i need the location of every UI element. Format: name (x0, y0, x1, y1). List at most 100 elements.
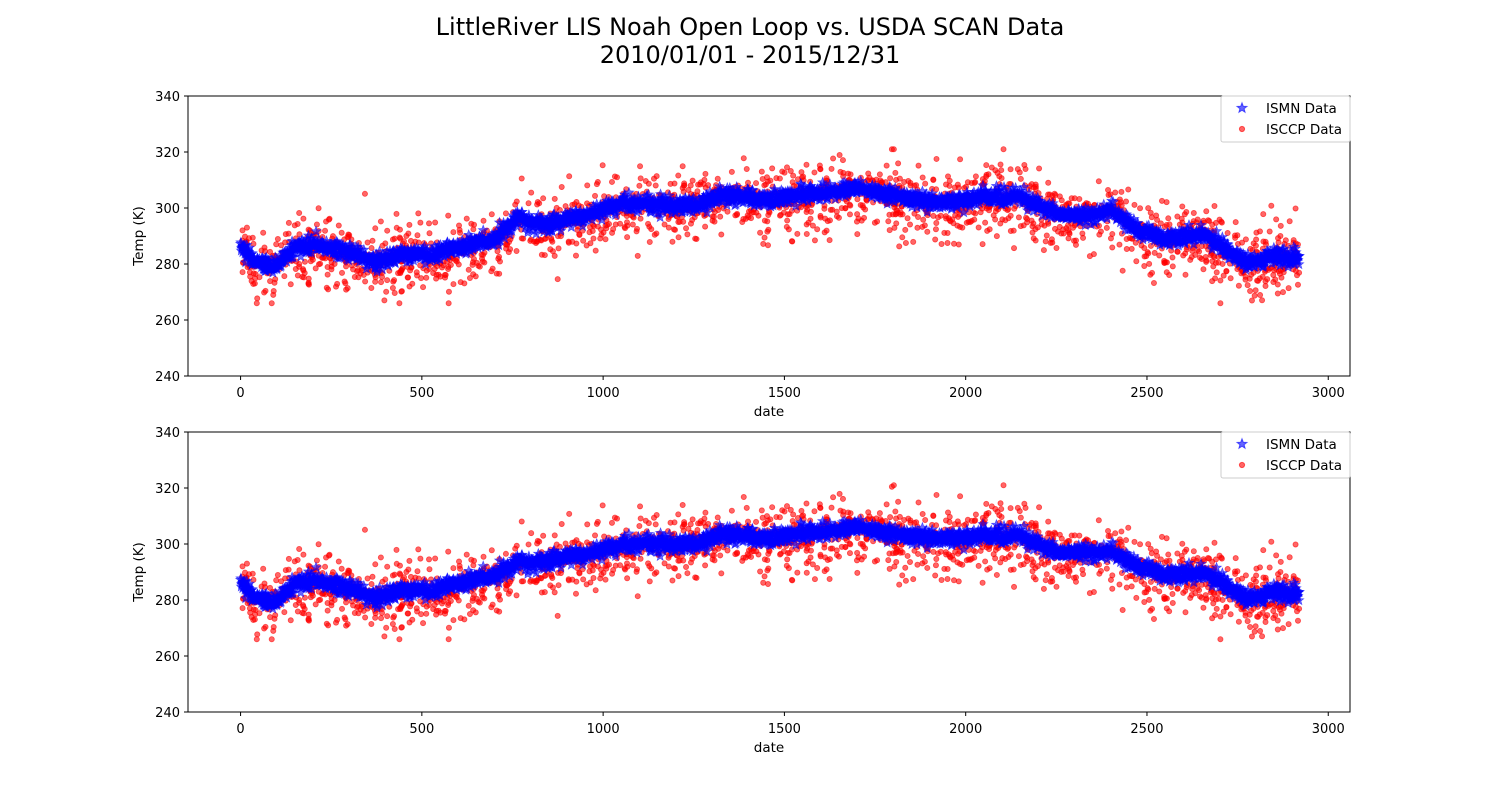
isccp-point (1179, 203, 1186, 210)
isccp-point (1212, 219, 1219, 226)
isccp-point (935, 214, 942, 221)
isccp-point (1263, 241, 1270, 248)
isccp-point (417, 262, 424, 269)
x-axis-label-top: date (754, 404, 784, 420)
isccp-point (1260, 211, 1267, 218)
isccp-point (328, 263, 335, 270)
isccp-point (335, 222, 342, 229)
isccp-point (381, 297, 388, 304)
isccp-point (1105, 191, 1112, 198)
isccp-point (611, 173, 618, 180)
isccp-point (689, 177, 696, 184)
isccp-point (278, 242, 285, 249)
isccp-point (445, 212, 452, 219)
isccp-point (417, 219, 424, 226)
isccp-point (623, 212, 630, 219)
isccp-point (463, 215, 470, 222)
isccp-point (1200, 266, 1207, 273)
x-tick-label: 2000 (949, 386, 982, 401)
isccp-point (391, 290, 398, 297)
isccp-point (854, 196, 861, 203)
isccp-point (859, 202, 866, 209)
isccp-point (291, 222, 298, 229)
isccp-point (765, 226, 772, 233)
isccp-point (1125, 186, 1132, 193)
data-points-top (234, 146, 1305, 307)
isccp-point (1211, 203, 1218, 210)
isccp-point (728, 168, 735, 175)
isccp-point (1274, 281, 1281, 288)
isccp-point (362, 278, 369, 285)
isccp-point (1123, 198, 1130, 205)
isccp-point (457, 229, 464, 236)
isccp-point (1095, 178, 1102, 185)
isccp-point (551, 195, 558, 202)
isccp-point (1166, 221, 1173, 228)
isccp-point (470, 271, 477, 278)
isccp-point (711, 218, 718, 225)
isccp-point (1209, 278, 1216, 285)
isccp-point (753, 180, 760, 187)
isccp-point (1097, 228, 1104, 235)
isccp-point (441, 271, 448, 278)
isccp-point (814, 226, 821, 233)
isccp-point (897, 211, 904, 218)
isccp-point (876, 171, 883, 178)
isccp-point (787, 168, 794, 175)
isccp-point (886, 227, 893, 234)
isccp-point (241, 233, 248, 240)
isccp-point (687, 220, 694, 227)
isccp-point (1053, 245, 1060, 252)
isccp-point (951, 240, 958, 247)
isccp-point (1276, 270, 1283, 277)
isccp-point (334, 280, 341, 287)
isccp-point (345, 233, 352, 240)
isccp-point (873, 176, 880, 183)
isccp-point (590, 235, 597, 242)
isccp-point (1043, 232, 1050, 239)
isccp-point (944, 239, 951, 246)
isccp-point (750, 209, 757, 216)
isccp-point (1017, 223, 1024, 230)
isccp-point (695, 181, 702, 188)
isccp-point (1181, 211, 1188, 218)
isccp-point (1286, 218, 1293, 225)
isccp-point (853, 218, 860, 225)
isccp-point (1119, 267, 1126, 274)
isccp-point (341, 278, 348, 285)
isccp-point (645, 180, 652, 187)
isccp-point (1063, 225, 1070, 232)
isccp-point (669, 238, 676, 245)
isccp-point (287, 281, 294, 288)
isccp-point (1143, 253, 1150, 260)
isccp-point (624, 234, 631, 241)
isccp-point (465, 266, 472, 273)
isccp-point (406, 221, 413, 228)
isccp-point (922, 180, 929, 187)
isccp-point (874, 218, 881, 225)
y-tick-label: 300 (155, 202, 180, 217)
isccp-point (404, 274, 411, 281)
isccp-point (999, 216, 1006, 223)
isccp-point (1248, 271, 1255, 278)
isccp-point (765, 212, 772, 219)
isccp-point (941, 229, 948, 236)
isccp-point (740, 155, 747, 162)
isccp-point (398, 288, 405, 295)
isccp-point (273, 241, 280, 248)
isccp-point (994, 170, 1001, 177)
isccp-point (576, 232, 583, 239)
isccp-point (907, 221, 914, 228)
isccp-point (1056, 193, 1063, 200)
isccp-point (1022, 166, 1029, 173)
isccp-point (1004, 207, 1011, 214)
isccp-point (1032, 185, 1039, 192)
isccp-point (755, 212, 762, 219)
isccp-point (415, 546, 422, 553)
ismn-point (243, 241, 256, 253)
isccp-point (351, 274, 358, 281)
isccp-point (243, 224, 250, 231)
isccp-point (887, 175, 894, 182)
isccp-point (955, 241, 962, 248)
isccp-point (1163, 199, 1170, 206)
